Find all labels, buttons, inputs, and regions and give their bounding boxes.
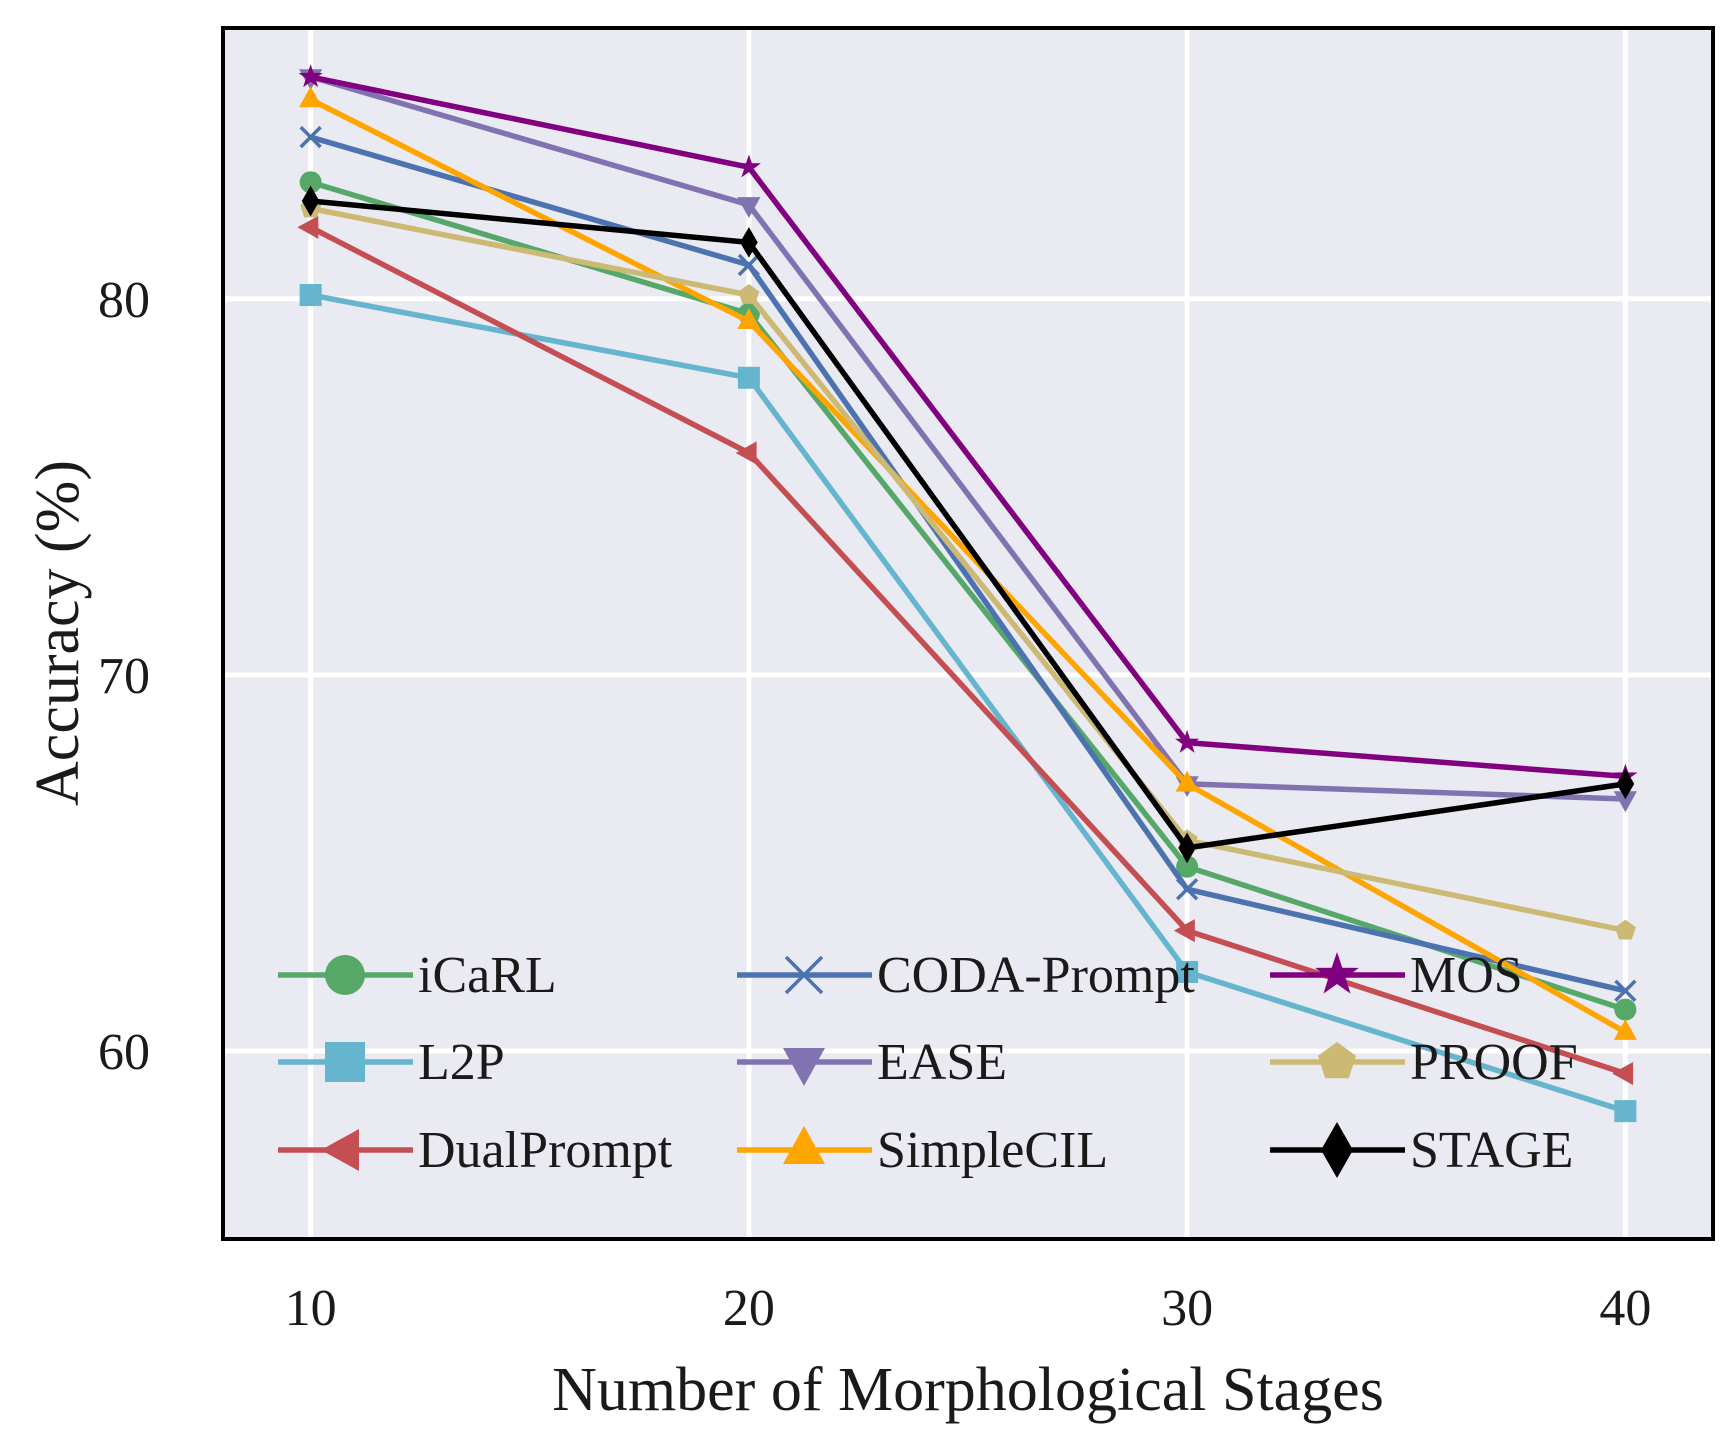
point-mos-10 bbox=[298, 64, 323, 88]
point-simplecil-30 bbox=[1175, 770, 1199, 792]
series-l2p bbox=[299, 284, 1637, 1123]
legend-marker-coda-prompt bbox=[784, 955, 824, 995]
legend-marker-l2p bbox=[325, 1042, 365, 1082]
legend-entry-dualprompt: DualPrompt bbox=[278, 1122, 673, 1179]
legend-label-mos: MOS bbox=[1410, 947, 1523, 1004]
legend-label-stage: STAGE bbox=[1410, 1122, 1573, 1179]
point-simplecil-10 bbox=[299, 86, 323, 108]
point-simplecil-40 bbox=[1613, 1019, 1637, 1040]
legend-marker-dualprompt bbox=[321, 1129, 359, 1171]
legend-label-proof: PROOF bbox=[1410, 1034, 1578, 1091]
point-coda-prompt-10 bbox=[299, 125, 322, 149]
point-stage-40 bbox=[1616, 768, 1635, 800]
legend-marker-simplecil bbox=[783, 1126, 825, 1164]
point-l2p-40 bbox=[1614, 1100, 1637, 1123]
point-l2p-10 bbox=[299, 284, 322, 307]
line-ease bbox=[309, 74, 1626, 802]
point-mos-30 bbox=[1175, 729, 1200, 753]
legend-entry-proof: PROOF bbox=[1270, 1034, 1578, 1091]
line-dualprompt bbox=[309, 224, 1627, 1077]
legend-entry-coda-prompt: CODA-Prompt bbox=[737, 947, 1195, 1004]
x-tick-label-3: 40 bbox=[1599, 1280, 1651, 1337]
legend-marker-icarl bbox=[325, 955, 365, 995]
point-ease-40 bbox=[1613, 791, 1637, 813]
point-stage-10 bbox=[301, 185, 320, 217]
legend-entry-l2p: L2P bbox=[278, 1034, 505, 1091]
legend-marker-ease bbox=[783, 1048, 825, 1086]
line-stage bbox=[310, 198, 1626, 851]
legend-label-coda-prompt: CODA-Prompt bbox=[877, 947, 1195, 1004]
y-axis-label: Accuracy (%) bbox=[24, 460, 92, 806]
line-simplecil bbox=[309, 97, 1627, 1035]
legend-entry-ease: EASE bbox=[737, 1034, 1007, 1091]
point-coda-prompt-30 bbox=[1175, 878, 1199, 901]
point-coda-prompt-40 bbox=[1614, 979, 1637, 1002]
y-tick-label-0: 60 bbox=[98, 1024, 150, 1081]
legend-marker-mos bbox=[1315, 952, 1359, 994]
series-stage bbox=[301, 185, 1635, 864]
legend-entry-stage: STAGE bbox=[1270, 1122, 1573, 1179]
legend-label-ease: EASE bbox=[877, 1034, 1007, 1091]
point-l2p-30 bbox=[1176, 960, 1199, 983]
point-dualprompt-40 bbox=[1612, 1062, 1634, 1086]
point-stage-30 bbox=[1178, 832, 1196, 864]
legend-entry-simplecil: SimpleCIL bbox=[737, 1122, 1108, 1179]
legend-label-dualprompt: DualPrompt bbox=[418, 1122, 673, 1179]
point-mos-20 bbox=[736, 154, 761, 178]
y-tick-label-2: 80 bbox=[98, 272, 150, 329]
series-coda-prompt bbox=[299, 125, 1637, 1002]
tick-labels: 10 20 30 40 60 70 80 bbox=[98, 272, 1651, 1337]
point-ease-20 bbox=[737, 197, 761, 218]
point-proof-20 bbox=[738, 284, 760, 304]
point-l2p-20 bbox=[737, 366, 760, 389]
legend-label-l2p: L2P bbox=[418, 1034, 505, 1091]
legend-label-icarl: iCaRL bbox=[418, 947, 557, 1004]
line-proof bbox=[310, 205, 1626, 934]
point-icarl-40 bbox=[1614, 998, 1637, 1021]
legend-marker-proof bbox=[1318, 1042, 1356, 1079]
plot-frame bbox=[221, 26, 1715, 1241]
line-coda-prompt bbox=[309, 134, 1627, 994]
point-icarl-10 bbox=[299, 171, 322, 194]
line-mos bbox=[310, 74, 1626, 780]
series-group bbox=[297, 64, 1638, 1123]
y-tick-label-1: 70 bbox=[98, 648, 150, 705]
legend: iCaRL L2P DualPrompt CODA-Prompt EASE SimpleC… bbox=[278, 947, 1578, 1179]
point-icarl-30 bbox=[1176, 855, 1199, 878]
point-proof-40 bbox=[1614, 919, 1636, 940]
legend-entry-mos: MOS bbox=[1270, 947, 1523, 1004]
x-axis-label: Number of Morphological Stages bbox=[552, 1356, 1384, 1424]
point-dualprompt-30 bbox=[1173, 919, 1195, 943]
point-coda-prompt-20 bbox=[737, 253, 761, 277]
series-simplecil bbox=[299, 86, 1637, 1040]
point-dualprompt-20 bbox=[735, 441, 757, 465]
legend-marker-stage bbox=[1321, 1122, 1353, 1178]
legend-entry-icarl: iCaRL bbox=[278, 947, 557, 1004]
x-tick-label-1: 20 bbox=[723, 1280, 775, 1337]
series-dualprompt bbox=[297, 215, 1634, 1086]
x-tick-label-0: 10 bbox=[285, 1280, 337, 1337]
point-simplecil-20 bbox=[737, 308, 761, 329]
point-dualprompt-10 bbox=[297, 215, 319, 239]
line-l2p bbox=[310, 292, 1627, 1114]
legend-label-simplecil: SimpleCIL bbox=[877, 1122, 1108, 1179]
point-stage-20 bbox=[740, 227, 758, 258]
x-tick-label-2: 30 bbox=[1161, 1280, 1213, 1337]
